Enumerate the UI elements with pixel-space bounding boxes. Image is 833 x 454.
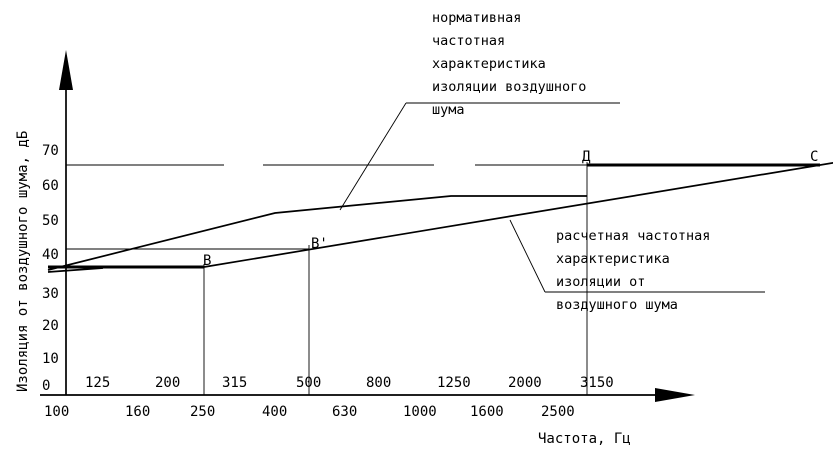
x-tick-label: 315 [222,375,247,391]
x-tick-labels-lower: 100 160 250 400 630 1000 1600 2500 [44,404,575,420]
annotation-normative: нормативная частотная характеристика изоляц… [432,10,586,118]
y-tick-label: 0 [42,378,50,394]
x-tick-label: 200 [155,375,180,391]
point-label-b: В [203,253,211,269]
y-tick-label: 20 [42,318,59,334]
y-tick-label: 40 [42,247,59,263]
leader-normative [339,102,407,211]
annotation-line: воздушного шума [556,297,678,313]
x-tick-label: 3150 [580,375,614,391]
point-label-b-prime: В' [311,236,328,252]
x-tick-label: 1250 [437,375,471,391]
y-tick-labels: 0 10 20 30 40 50 60 70 [42,143,59,394]
x-tick-labels-upper: 125 200 315 500 800 1250 2000 3150 [85,375,614,391]
x-tick-label: 250 [190,404,215,420]
y-tick-label: 70 [42,143,59,159]
annotation-line: частотная [432,33,505,49]
leader-calculated [509,219,546,293]
x-tick-label: 100 [44,404,69,420]
x-tick-label: 1600 [470,404,504,420]
y-tick-label: 30 [42,286,59,302]
calculated-series-line [203,161,833,268]
normative-series-line [47,195,587,271]
x-axis-title: Частота, Гц [538,431,631,447]
x-tick-label: 500 [296,375,321,391]
annotation-line: характеристика [556,251,670,267]
y-tick-label: 60 [42,178,59,194]
x-tick-label: 630 [332,404,357,420]
annotation-line: изоляции воздушного [432,79,586,95]
x-tick-label: 2500 [541,404,575,420]
y-tick-label: 10 [42,351,59,367]
x-axis-arrow [655,388,695,402]
annotation-line: изоляции от [556,274,645,290]
annotation-line: расчетная частотная [556,228,710,244]
x-tick-label: 125 [85,375,110,391]
calculated-series-start [47,267,104,273]
annotation-line: нормативная [432,10,521,26]
x-tick-label: 800 [366,375,391,391]
point-label-c: С [810,149,818,165]
x-tick-label: 400 [262,404,287,420]
y-tick-label: 50 [42,213,59,229]
annotation-calculated: расчетная частотная характеристика изоляци… [556,228,710,313]
x-tick-label: 160 [125,404,150,420]
annotation-line: шума [432,102,465,118]
x-tick-label: 2000 [508,375,542,391]
annotation-line: характеристика [432,56,546,72]
point-label-d: Д [582,149,591,165]
y-axis-arrow [59,50,73,90]
x-tick-label: 1000 [403,404,437,420]
y-axis-title: Изоляция от воздушного шума, дБ [15,131,31,392]
